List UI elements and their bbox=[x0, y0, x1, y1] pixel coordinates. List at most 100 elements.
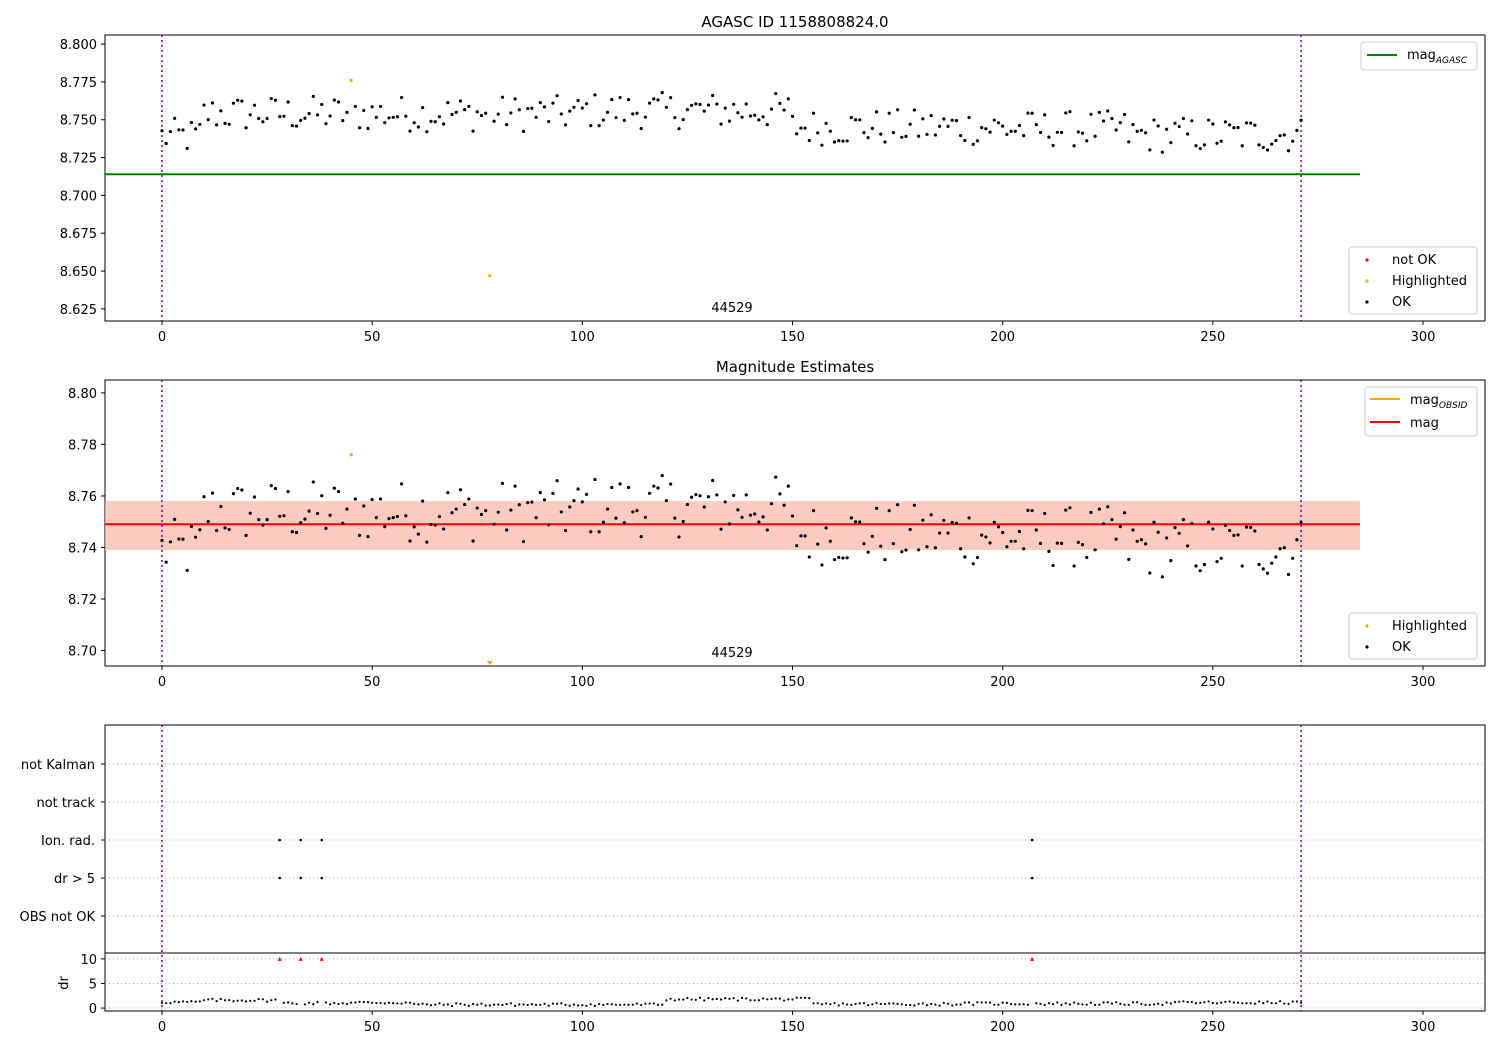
dr-point bbox=[875, 1001, 878, 1005]
ok-point bbox=[1131, 528, 1135, 532]
dr-point bbox=[606, 1002, 609, 1006]
dr-point bbox=[291, 1002, 294, 1005]
ok-point bbox=[1043, 113, 1047, 117]
dr-point bbox=[215, 999, 218, 1003]
ok-point bbox=[1013, 129, 1017, 133]
ok-point bbox=[442, 122, 446, 126]
dr-point bbox=[980, 1001, 983, 1004]
ok-point bbox=[378, 104, 383, 109]
ok-point bbox=[332, 486, 336, 490]
ok-point bbox=[1228, 123, 1232, 127]
ok-point bbox=[1249, 525, 1253, 529]
ok-point bbox=[168, 129, 173, 134]
ok-point bbox=[908, 122, 912, 126]
dr-point bbox=[358, 1000, 361, 1004]
dr-point bbox=[438, 1002, 441, 1005]
dr-point bbox=[967, 1001, 971, 1004]
dr-point bbox=[808, 996, 811, 1000]
ok-point bbox=[492, 119, 496, 123]
dr-point bbox=[774, 997, 777, 1000]
ok-point bbox=[795, 132, 799, 136]
y-tick-label: 8.72 bbox=[68, 593, 97, 608]
ok-point bbox=[1291, 556, 1295, 560]
dr-point bbox=[598, 1002, 601, 1006]
ok-point bbox=[765, 528, 769, 532]
ok-point bbox=[1169, 140, 1173, 145]
dr-point bbox=[820, 1003, 824, 1006]
ok-point bbox=[795, 544, 799, 548]
ok-point bbox=[870, 534, 874, 538]
dr-point bbox=[631, 1003, 634, 1006]
ok-point bbox=[584, 102, 589, 106]
ok-point bbox=[698, 494, 702, 498]
ok-point bbox=[412, 525, 416, 529]
ok-point bbox=[328, 114, 332, 118]
ok-point bbox=[231, 492, 236, 496]
ok-point bbox=[1030, 509, 1034, 513]
dr-point bbox=[408, 1001, 412, 1004]
ok-point bbox=[719, 527, 723, 531]
dr-point bbox=[383, 1002, 386, 1005]
ok-point bbox=[248, 113, 252, 117]
dr-point bbox=[530, 1003, 533, 1006]
dr-point bbox=[1190, 1000, 1193, 1003]
ok-point bbox=[769, 502, 774, 506]
ok-point bbox=[547, 119, 551, 124]
ok-point bbox=[194, 535, 198, 539]
ok-point bbox=[984, 535, 988, 539]
ok-point bbox=[286, 489, 290, 494]
dr-point bbox=[442, 1003, 445, 1006]
dr-point bbox=[467, 1004, 470, 1007]
dr-point bbox=[850, 1003, 853, 1006]
ok-point bbox=[505, 528, 509, 532]
ok-point bbox=[236, 98, 240, 102]
dr-point bbox=[602, 1003, 605, 1007]
ok-point bbox=[1013, 539, 1017, 543]
ok-point bbox=[547, 523, 551, 527]
dr-point bbox=[577, 1004, 580, 1007]
ok-point bbox=[265, 518, 269, 522]
dr-point bbox=[1173, 1001, 1177, 1004]
ok-point bbox=[593, 93, 597, 97]
dr-point bbox=[934, 1003, 937, 1006]
ok-point bbox=[404, 514, 408, 518]
x-tick-label: 200 bbox=[990, 675, 1015, 690]
panel3-plot-area: not Kalman not track Ion. rad. dr > 5 OBS no… bbox=[20, 725, 1485, 1035]
ok-point bbox=[929, 513, 933, 517]
ok-point bbox=[832, 557, 837, 562]
ok-point bbox=[282, 514, 286, 518]
ok-point bbox=[681, 117, 685, 122]
ok-point bbox=[1101, 119, 1106, 123]
dr-point bbox=[1106, 1001, 1109, 1004]
dr-point bbox=[345, 1002, 349, 1006]
panel-magnitude-estimates: Magnitude Estimates 8.70 8.72 8.74 8.76 8.78… bbox=[68, 358, 1486, 690]
ok-point bbox=[614, 116, 618, 120]
flag-point bbox=[299, 838, 303, 842]
dr-point bbox=[837, 1004, 840, 1007]
legend2-ok-marker bbox=[1365, 645, 1369, 649]
ok-point bbox=[799, 534, 803, 538]
ok-point bbox=[290, 530, 294, 534]
ok-point bbox=[757, 118, 761, 122]
ok-point bbox=[862, 542, 866, 546]
dr-point bbox=[1161, 1003, 1164, 1007]
dr-point bbox=[669, 997, 672, 1000]
dr-point bbox=[1220, 1001, 1223, 1004]
ok-point bbox=[858, 520, 862, 524]
dr-point bbox=[728, 997, 731, 1000]
ok-point bbox=[1038, 130, 1043, 135]
dr-point bbox=[434, 1003, 437, 1006]
ok-point bbox=[748, 114, 753, 118]
ok-point bbox=[1207, 520, 1211, 524]
ok-point bbox=[1110, 518, 1114, 522]
ok-point bbox=[412, 121, 416, 125]
ok-point bbox=[353, 104, 357, 109]
ok-point bbox=[282, 114, 286, 118]
ok-point bbox=[715, 102, 719, 106]
ok-point bbox=[917, 548, 921, 552]
dr-point bbox=[287, 1001, 290, 1004]
ok-point bbox=[1122, 511, 1127, 515]
ok-point bbox=[202, 495, 206, 499]
ok-point bbox=[711, 478, 715, 483]
ok-point bbox=[484, 111, 488, 115]
